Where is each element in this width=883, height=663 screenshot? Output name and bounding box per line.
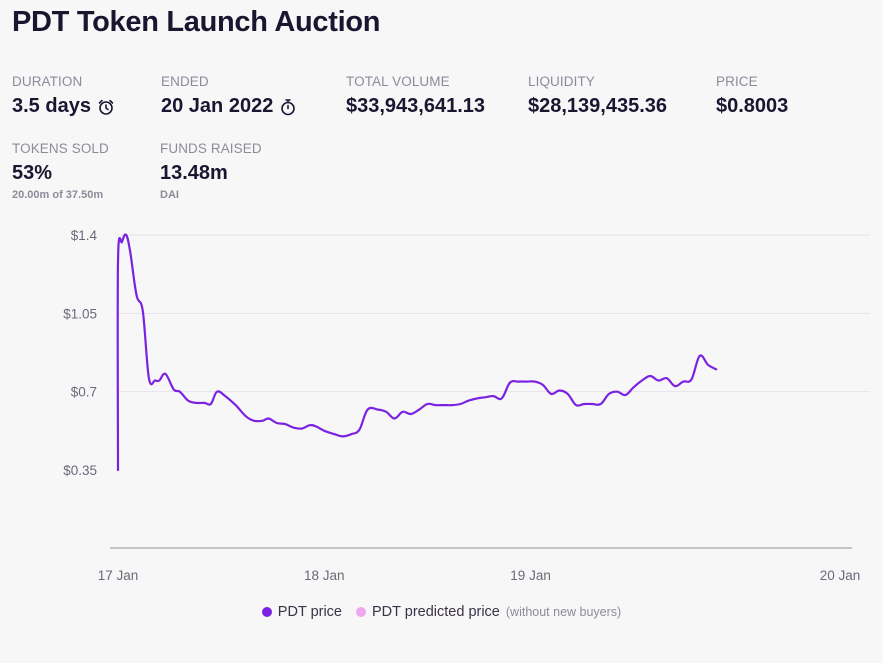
stat-value: 20 Jan 2022: [161, 95, 297, 118]
legend-note: (without new buyers): [505, 605, 622, 619]
stat-tokens-sold: TOKENS SOLD 53% 20.00m of 37.50m: [12, 141, 109, 201]
pdt-price-line[interactable]: [116, 233, 718, 472]
duration-value: 3.5 days: [12, 95, 91, 117]
legend-dot-pdt-predicted: [356, 607, 366, 617]
x-tick-label: 17 Jan: [98, 568, 139, 583]
x-tick-label: 20 Jan: [820, 568, 861, 583]
stat-label: ENDED: [161, 74, 209, 89]
y-tick-label: $0.35: [63, 463, 97, 478]
y-tick-label: $1.4: [71, 228, 98, 243]
stat-value: 3.5 days: [12, 95, 115, 118]
stat-label: FUNDS RAISED: [160, 141, 262, 156]
legend-label: PDT price: [277, 604, 342, 620]
chart-gridlines: [118, 234, 870, 393]
stat-total-volume: TOTAL VOLUME $33,943,641.13: [346, 74, 485, 118]
y-tick-label: $1.05: [63, 306, 97, 321]
price-chart[interactable]: $1.4 $1.05 $0.7 $0.35 17 Jan 18 Jan 19 Jan 20 …: [0, 220, 883, 595]
stat-value: $28,139,435.36: [528, 95, 668, 117]
y-tick-label: $0.7: [71, 385, 97, 400]
chart-legend: PDT price PDT predicted price (without n…: [0, 604, 883, 620]
legend-label: PDT predicted price: [372, 604, 500, 620]
stat-subtext: 20.00m of 37.50m: [12, 189, 104, 201]
stat-subtext: DAI: [160, 189, 179, 201]
stat-label: LIQUIDITY: [528, 74, 595, 89]
legend-dot-pdt-price: [261, 607, 272, 617]
stopwatch-icon: [279, 98, 297, 116]
x-axis-ticks: 17 Jan 18 Jan 19 Jan 20 Jan: [98, 568, 861, 583]
legend-item-pdt-predicted[interactable]: PDT predicted price (without new buyers): [356, 604, 621, 620]
stat-ended: ENDED 20 Jan 2022: [161, 74, 297, 118]
stat-label: DURATION: [12, 74, 83, 89]
stat-value: $33,943,641.13: [346, 95, 486, 117]
stat-price: PRICE $0.8003: [716, 74, 788, 118]
stat-duration: DURATION 3.5 days: [12, 74, 115, 118]
page-title: PDT Token Launch Auction: [12, 6, 381, 38]
y-axis-ticks: $1.4 $1.05 $0.7 $0.35: [63, 228, 97, 478]
stat-value: 13.48m: [160, 162, 228, 184]
stat-value: 53%: [12, 162, 53, 184]
stat-label: TOKENS SOLD: [12, 141, 109, 156]
stat-label: TOTAL VOLUME: [346, 74, 450, 89]
legend-item-pdt-price[interactable]: PDT price: [261, 604, 342, 620]
stat-label: PRICE: [716, 74, 758, 89]
x-tick-label: 19 Jan: [510, 568, 551, 583]
ended-value: 20 Jan 2022: [161, 95, 274, 117]
alarm-clock-icon: [97, 98, 115, 116]
stat-funds-raised: FUNDS RAISED 13.48m DAI: [160, 141, 262, 201]
x-tick-label: 18 Jan: [304, 568, 345, 583]
stat-liquidity: LIQUIDITY $28,139,435.36: [528, 74, 667, 118]
stat-value: $0.8003: [716, 95, 789, 117]
